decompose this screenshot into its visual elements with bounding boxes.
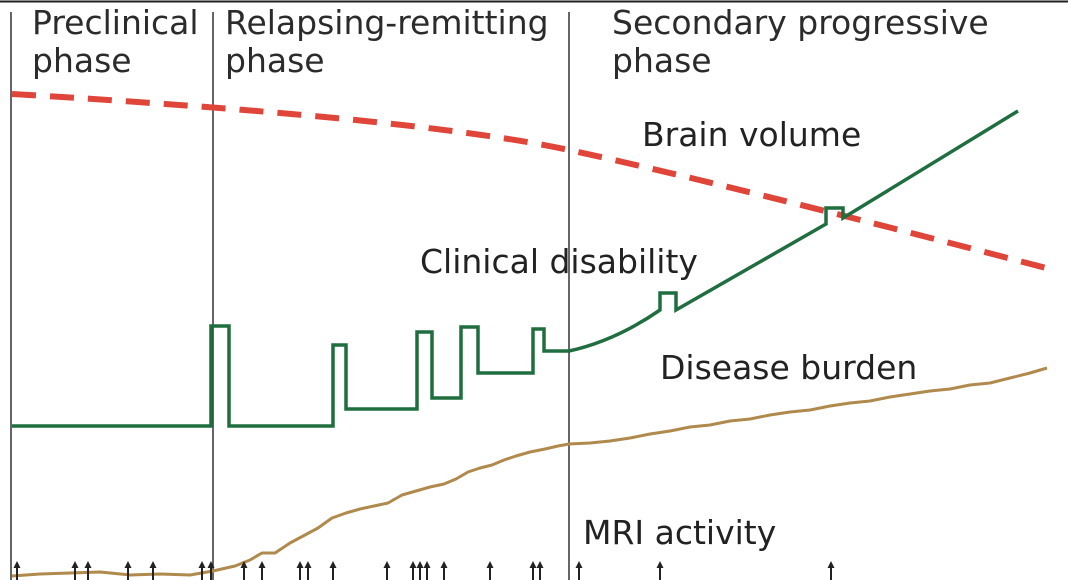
phase-label-secondary-progressive: Secondary progressive phase [612, 4, 989, 80]
mri-activity-arrow [409, 561, 417, 580]
phase-label-line: Secondary progressive [612, 3, 989, 42]
phase-label-preclinical: Preclinical phase [32, 4, 199, 80]
mri-activity-label: MRI activity [583, 513, 777, 552]
mri-activity-arrow [416, 561, 424, 580]
mri-activity-arrow [13, 561, 21, 580]
disease-burden-curve [11, 366, 1048, 578]
mri-activity-arrow [536, 561, 544, 580]
phase-label-relapsing-remitting: Relapsing-remitting phase [225, 4, 549, 80]
mri-activity-arrow [423, 561, 431, 580]
mri-activity-arrow [575, 561, 583, 580]
mri-activity-arrow [124, 561, 132, 580]
mri-activity-arrow [329, 561, 337, 580]
mri-activity-arrow [240, 561, 248, 580]
mri-activity-arrow [656, 561, 664, 580]
clinical-disability-label: Clinical disability [420, 242, 698, 281]
mri-activity-arrow [71, 561, 79, 580]
mri-activity-arrow [258, 561, 266, 580]
phase-label-line: phase [612, 41, 712, 80]
mri-activity-arrow [440, 561, 448, 580]
brain-volume-curve [11, 91, 1047, 271]
mri-activity-arrow [486, 561, 494, 580]
disease-burden-label: Disease burden [660, 348, 918, 387]
phase-label-line: Relapsing-remitting [225, 3, 549, 42]
mri-activity-arrows [13, 561, 835, 580]
mri-activity-arrow [529, 561, 537, 580]
clinical-disability-curve [12, 109, 1019, 428]
phase-label-line: Preclinical [32, 3, 199, 42]
mri-activity-arrow [84, 561, 92, 580]
brain-volume-label: Brain volume [642, 115, 862, 154]
mri-activity-arrow [207, 561, 215, 580]
mri-activity-arrow [149, 561, 157, 580]
phase-label-line: phase [32, 41, 132, 80]
phase-label-line: phase [225, 41, 325, 80]
mri-activity-arrow [383, 561, 391, 580]
mri-activity-arrow [304, 561, 312, 580]
mri-activity-arrow [827, 561, 835, 580]
mri-activity-arrow [296, 561, 304, 580]
mri-activity-arrow [198, 561, 206, 580]
